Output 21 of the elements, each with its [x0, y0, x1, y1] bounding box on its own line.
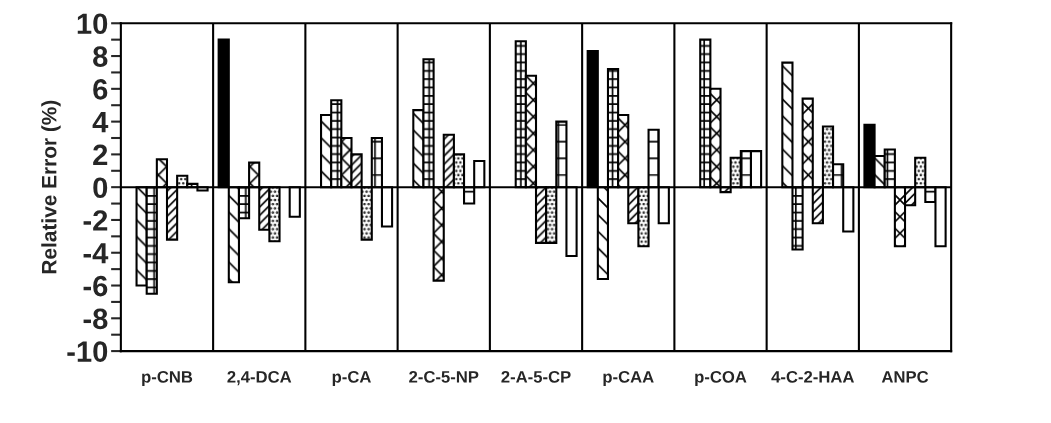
x-tick-label: ANPC — [881, 370, 929, 383]
x-tick-label: p-CNB — [142, 370, 193, 387]
x-tick-label: p-COA — [695, 370, 747, 387]
y-tick-label: 8 — [93, 46, 108, 67]
y-tick-label: 10 — [77, 13, 108, 35]
x-tick-label: 2,4-DCA — [227, 370, 292, 386]
x-tick-label: 4-C-2-HAA — [771, 370, 854, 383]
y-tick-label: -6 — [83, 275, 108, 297]
y-axis-title: Relative Error (%) — [41, 100, 61, 274]
y-tick-label: -4 — [83, 243, 109, 264]
y-tick-label: 2 — [93, 144, 108, 165]
x-tick-label: 2-C-5-NP — [409, 370, 479, 383]
y-tick-label: 0 — [93, 177, 108, 199]
y-tick-label: 4 — [92, 112, 109, 133]
y-tick-label: 6 — [93, 79, 108, 100]
x-tick-label: 2-A-5-CP — [501, 370, 571, 383]
x-tick-label: p-CA — [332, 370, 371, 387]
y-tick-label: -10 — [67, 341, 108, 362]
x-tick-label: p-CAA — [603, 370, 654, 387]
y-tick-label: -2 — [83, 210, 108, 231]
y-tick-label: -8 — [83, 308, 108, 330]
